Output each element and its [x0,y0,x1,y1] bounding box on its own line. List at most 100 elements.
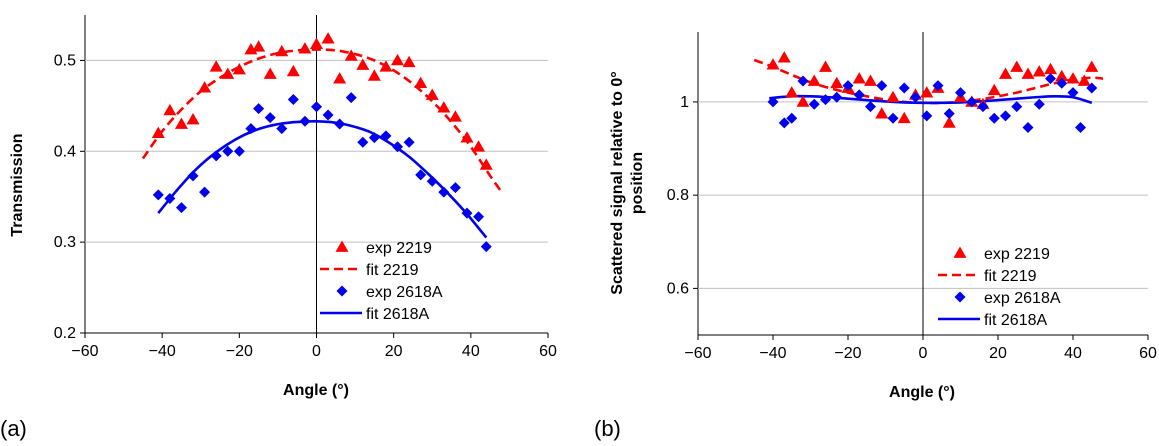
data-point-diamond [1075,122,1086,134]
data-point-diamond [473,211,485,223]
data-point-triangle [263,67,277,79]
data-point-diamond [786,112,798,124]
data-point-triangle [886,90,900,103]
x-tick-label: −60 [684,345,711,362]
data-point-diamond [403,136,415,148]
data-point-triangle [286,64,300,77]
data-point-triangle [209,60,223,72]
x-tick-label: 20 [385,343,403,360]
data-point-diamond [461,207,473,219]
panel-a-y-axis-title: Transmission [9,133,26,236]
data-point-triangle [1032,65,1046,77]
data-point-diamond [808,98,820,110]
x-tick-label: −40 [149,343,176,360]
data-point-triangle [252,40,266,52]
data-point-diamond [233,145,245,157]
data-point-diamond [438,186,450,198]
data-point-diamond [831,91,843,103]
panel-a-x-axis-title: Angle (°) [283,382,349,399]
y-tick-label: 1 [680,94,689,111]
data-point-diamond [1086,82,1098,94]
data-point-triangle [920,86,934,98]
data-point-triangle [472,140,486,152]
data-point-triangle [897,111,911,124]
x-tick-label: −20 [834,345,861,362]
data-point-diamond [392,141,404,153]
data-point-diamond [449,182,461,194]
data-point-triangle [321,32,335,44]
data-point-diamond [210,150,222,162]
data-point-diamond [842,80,854,92]
legend-label: exp 2219 [984,246,1050,263]
data-point-triangle [1010,60,1024,72]
data-point-diamond [887,112,899,124]
data-point-diamond [164,193,176,205]
legend-symbol [953,246,967,258]
data-point-triangle [796,95,810,107]
data-point-triangle [198,81,212,93]
data-point-triangle [402,55,416,68]
x-tick-label: −20 [226,343,253,360]
data-point-triangle [275,44,289,57]
data-point-triangle [987,83,1001,96]
data-point-diamond [1011,101,1023,113]
panel-a-x-ticks: −60 −40 −20 0 20 40 60 [71,333,557,360]
panel-a-y-ticks: 0.2 0.3 0.4 0.5 [54,52,85,342]
panel-b-series [753,51,1104,134]
data-point-triangle [379,60,393,72]
legend-label: exp 2219 [366,240,432,257]
y-tick-label: 0.5 [54,52,76,69]
panel-b-x-ticks: −60 −40 −20 0 20 40 60 [684,335,1157,362]
panel-b-y-axis-title-line1: Scattered signal relative to 0° [609,71,626,294]
panel-b-label: (b) [594,416,621,441]
data-point-triangle [163,103,177,116]
data-point-triangle [333,72,347,84]
legend-symbol [335,240,349,252]
data-point-diamond [222,145,234,157]
data-point-diamond [276,123,288,135]
data-point-diamond [1067,87,1079,99]
data-point-diamond [778,117,790,129]
data-point-triangle [221,67,235,79]
x-tick-label: −40 [759,345,786,362]
data-point-triangle [479,158,493,170]
x-tick-label: 0 [312,343,321,360]
x-tick-label: 20 [989,345,1007,362]
data-point-diamond [264,112,276,124]
data-point-diamond [199,186,211,198]
data-point-triangle [186,112,200,125]
fit-line [157,119,488,239]
data-point-diamond [253,103,265,115]
y-tick-label: 0.3 [54,234,76,251]
data-point-triangle [356,58,370,70]
panel-b-y-ticks: 0.6 0.8 1 [667,94,698,297]
data-point-triangle [1085,60,1099,72]
data-point-diamond [910,91,921,103]
data-point-diamond [767,96,779,108]
panel-b-legend: exp 2219 fit 2219 exp 2618A fit 2618A [938,246,1061,329]
data-point-diamond [245,123,257,135]
data-point-diamond [977,101,989,113]
data-point-triangle [1055,69,1069,82]
data-point-triangle [1066,72,1080,84]
data-point-triangle [174,117,188,129]
data-point-diamond [357,136,369,148]
legend-label: fit 2618A [984,312,1047,329]
data-point-diamond [345,92,357,104]
panel-a: 0.20.30.40.5 −60 −40 −20 0 20 40 60 Angle (°) … [0,15,557,441]
data-point-triangle [819,60,832,72]
legend-label: fit 2618A [366,306,429,323]
data-point-diamond [322,109,334,121]
data-point-triangle [151,126,165,138]
data-point-diamond [175,202,187,214]
data-point-diamond [820,94,831,106]
data-point-diamond [865,101,876,113]
y-tick-label: 0.4 [54,143,76,160]
data-point-triangle [391,53,405,66]
data-point-diamond [287,93,299,105]
legend-label: exp 2618A [984,290,1061,307]
data-point-triangle [999,67,1012,79]
panel-a-label: (a) [0,416,27,441]
data-point-diamond [898,82,910,94]
y-tick-label: 0.6 [667,280,689,297]
